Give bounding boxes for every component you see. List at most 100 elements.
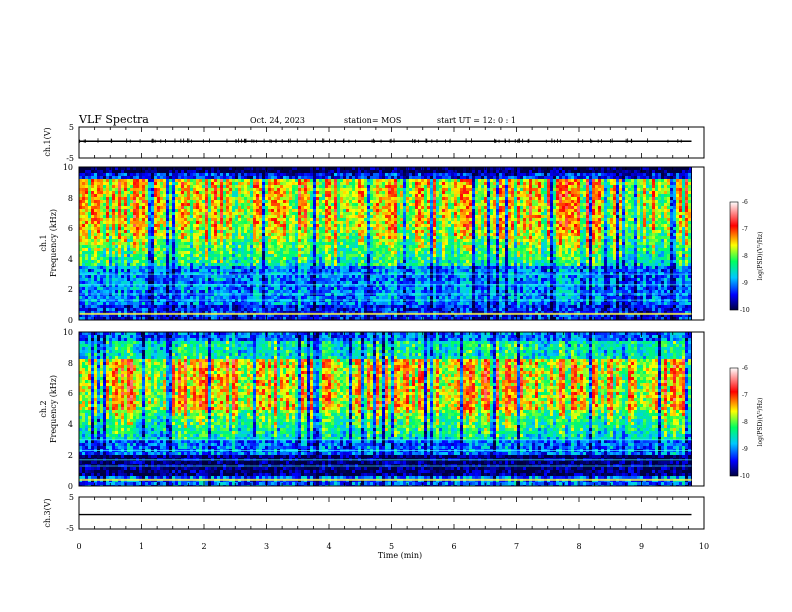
spectrogram-cell <box>349 224 352 227</box>
spectrogram-cell <box>199 263 202 266</box>
spectrogram-cell <box>247 179 250 182</box>
spectrogram-cell <box>79 272 82 275</box>
spectrogram-cell <box>274 188 277 191</box>
spectrogram-cell <box>358 272 361 275</box>
spectrogram-cell <box>115 263 118 266</box>
spectrogram-cell <box>277 284 280 287</box>
spectrogram-cell <box>340 308 343 311</box>
spectrogram-cell <box>313 173 316 176</box>
spectrogram-cell <box>250 197 253 200</box>
spectrogram-cell <box>109 206 112 209</box>
spectrogram-cell <box>340 188 343 191</box>
spectrogram-cell <box>205 176 208 179</box>
spectrogram-cell <box>316 287 319 290</box>
spectrogram-cell <box>229 272 232 275</box>
spectrogram-cell <box>304 218 307 221</box>
spectrogram-cell <box>124 224 127 227</box>
spectrogram-cell <box>145 275 148 278</box>
spectrogram-cell <box>109 242 112 245</box>
spectrogram-cell <box>88 200 91 203</box>
spectrogram-cell <box>304 242 307 245</box>
spectrogram-cell <box>316 314 319 317</box>
spectrogram-cell <box>139 269 142 272</box>
spectrogram-cell <box>217 302 220 305</box>
spectrogram-cell <box>253 167 256 170</box>
spectrogram-cell <box>235 287 238 290</box>
spectrogram-cell <box>337 203 340 206</box>
spectrogram-cell <box>265 173 268 176</box>
spectrogram-cell <box>337 269 340 272</box>
spectrogram-cell <box>205 191 208 194</box>
spectrogram-cell <box>82 203 85 206</box>
spectrogram-cell <box>295 212 298 215</box>
spectrogram-cell <box>292 302 295 305</box>
spectrogram-cell <box>226 269 229 272</box>
spectrogram-cell <box>259 242 262 245</box>
spectrogram-cell <box>124 257 127 260</box>
spectrogram-cell <box>274 194 277 197</box>
spectrogram-cell <box>346 287 349 290</box>
spectrogram-cell <box>145 317 148 320</box>
spectrogram-cell <box>229 203 232 206</box>
spectrogram-cell <box>316 251 319 254</box>
spectrogram-cell <box>343 194 346 197</box>
spectrogram-cell <box>229 170 232 173</box>
spectrogram-cell <box>298 194 301 197</box>
spectrogram-cell <box>283 170 286 173</box>
spectrogram-cell <box>88 311 91 314</box>
spectrogram-cell <box>271 242 274 245</box>
spectrogram-cell <box>196 212 199 215</box>
spectrogram-cell <box>256 209 259 212</box>
spectrogram-cell <box>223 287 226 290</box>
spectrogram-cell <box>340 185 343 188</box>
spectrogram-cell <box>106 251 109 254</box>
spectrogram-cell <box>337 242 340 245</box>
spectrogram-cell <box>181 287 184 290</box>
spectrogram-cell <box>244 260 247 263</box>
spectrogram-cell <box>175 200 178 203</box>
spectrogram-cell <box>118 290 121 293</box>
spectrogram-cell <box>334 272 337 275</box>
spectrogram-cell <box>190 305 193 308</box>
spectrogram-cell <box>328 197 331 200</box>
spectrogram-cell <box>199 245 202 248</box>
spectrogram-cell <box>133 242 136 245</box>
spectrogram-cell <box>319 263 322 266</box>
spectrogram-cell <box>280 182 283 185</box>
spectrogram-cell <box>229 314 232 317</box>
spectrogram-cell <box>118 224 121 227</box>
spectrogram-cell <box>163 269 166 272</box>
spectrogram-cell <box>322 257 325 260</box>
spectrogram-cell <box>217 314 220 317</box>
spectrogram-cell <box>283 215 286 218</box>
spectrogram-cell <box>304 302 307 305</box>
spectrogram-cell <box>349 179 352 182</box>
spectrogram-cell <box>325 317 328 320</box>
spectrogram-cell <box>286 275 289 278</box>
spectrogram-cell <box>280 203 283 206</box>
spectrogram-cell <box>280 194 283 197</box>
spectrogram-cell <box>97 236 100 239</box>
spectrogram-cell <box>103 254 106 257</box>
spectrogram-cell <box>232 305 235 308</box>
spectrogram-cell <box>145 236 148 239</box>
spectrogram-cell <box>235 221 238 224</box>
spectrogram-cell <box>292 266 295 269</box>
spectrogram-cell <box>166 215 169 218</box>
spectrogram-cell <box>148 221 151 224</box>
spectrogram-cell <box>109 269 112 272</box>
spectrogram-cell <box>100 275 103 278</box>
spectrogram-cell <box>355 281 358 284</box>
spectrogram-cell <box>244 293 247 296</box>
spectrogram-cell <box>118 242 121 245</box>
spectrogram-cell <box>94 176 97 179</box>
spectrogram-cell <box>259 314 262 317</box>
spectrogram-cell <box>310 218 313 221</box>
spectrogram-cell <box>310 230 313 233</box>
spectrogram-cell <box>292 254 295 257</box>
spectrogram-cell <box>103 191 106 194</box>
ch1-waveform-panel: 5 -5 ch.1(V) <box>43 123 705 163</box>
spectrogram-cell <box>205 224 208 227</box>
spectrogram-cell <box>280 278 283 281</box>
spectrogram-cell <box>253 248 256 251</box>
